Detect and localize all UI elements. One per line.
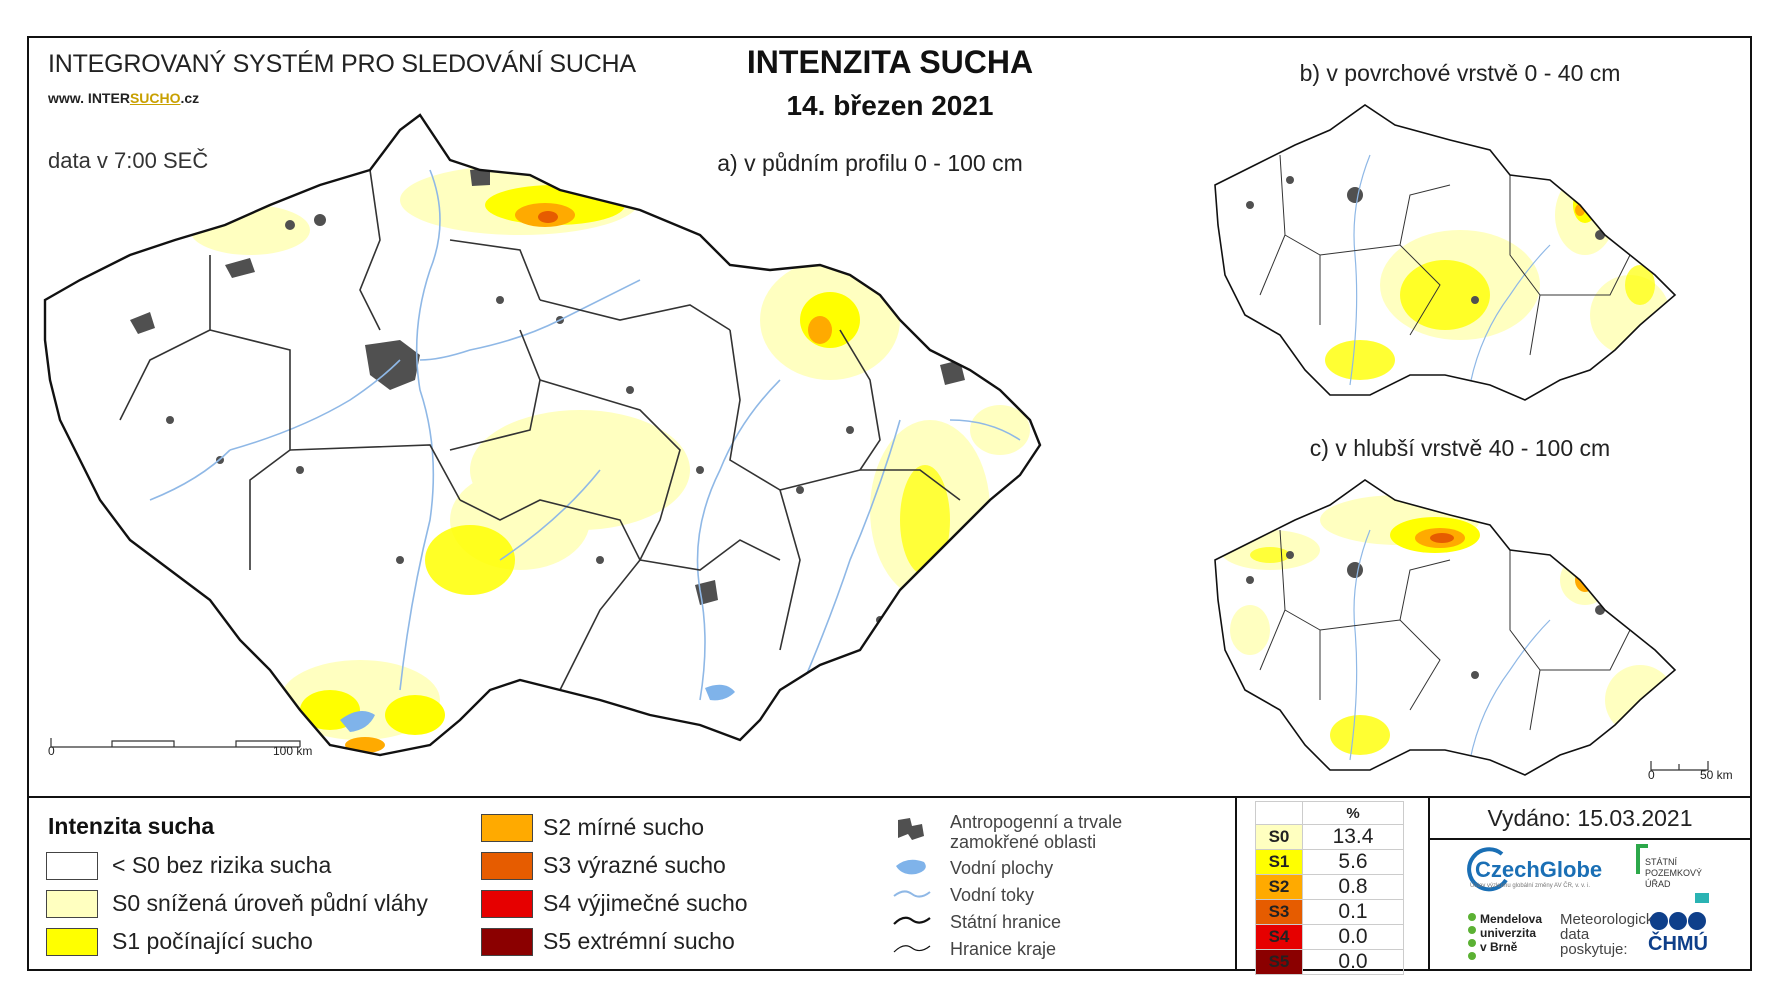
legend-swatch-s4	[481, 890, 533, 918]
percent-header: %	[1302, 801, 1404, 825]
region-borders	[119, 169, 961, 691]
logo-divider	[1430, 838, 1752, 840]
rivers	[149, 169, 1021, 701]
main-drought-map	[43, 113, 1042, 757]
spu-mark-icon	[1695, 893, 1709, 903]
issued-date: Vydáno: 15.03.2021	[1487, 805, 1693, 831]
mendelu-logo: Mendelova univerzita v Brně	[1480, 912, 1543, 954]
legend-swatch-s3	[481, 852, 533, 880]
legend-swatch-s0	[46, 890, 98, 918]
deep-map-subtitle: c) v hlubší vrstvě 40 - 100 cm	[1309, 435, 1611, 461]
river-icon	[893, 890, 931, 898]
small-scale-end: 50 km	[1700, 768, 1733, 782]
percent-header-blank	[1255, 801, 1303, 825]
legend-divider	[27, 796, 1752, 798]
spu-logo: STÁTNÍ POZEMKOVÝ ÚŘAD	[1645, 857, 1703, 889]
data-time: data v 7:00 SEČ	[48, 148, 209, 173]
percent-value-s5: 0.0	[1302, 949, 1404, 975]
legend-swatch-s5	[481, 928, 533, 956]
symbol-label-water: Vodní plochy	[950, 858, 1054, 878]
mendelu-dots-icon	[1468, 913, 1476, 960]
deep-layer-map	[1214, 479, 1677, 776]
map-frame	[27, 36, 1752, 971]
urban-area-icon	[898, 818, 924, 840]
lipno-reservoir	[340, 711, 375, 732]
meteo-data-label: Meteorologická data poskytuje:	[1560, 911, 1662, 958]
surface-map-subtitle: b) v povrchové vrstvě 0 - 40 cm	[1299, 60, 1621, 86]
symbol-label-urban: Antropogenní a trvale zamokřené oblasti	[950, 812, 1123, 852]
symbol-label-state-border: Státní hranice	[950, 912, 1062, 932]
percent-code-s3: S3	[1255, 899, 1303, 925]
state-border-icon	[893, 916, 931, 925]
spu-logo-icon	[1636, 844, 1648, 874]
percent-value-s3: 0.1	[1302, 899, 1404, 925]
czechglobe-logo-icon	[1467, 847, 1508, 892]
symbol-label-region-border: Hranice kraje	[950, 939, 1057, 959]
legend-swatch-s2	[481, 814, 533, 842]
percent-value-s2: 0.8	[1302, 874, 1404, 900]
percent-table: % S0 13.4 S1 5.6 S2 0.8 S3 0.1 S4 0.0 S5 0.0	[1255, 801, 1404, 975]
surface-layer-map	[1214, 104, 1677, 401]
state-border	[43, 113, 1042, 757]
website-link[interactable]: www. INTERSUCHO.cz	[48, 90, 200, 106]
main-scale-start: 0	[48, 744, 55, 758]
legend-label-s5: S5 extrémní sucho	[543, 928, 735, 954]
legend-label-s4: S4 výjimečné sucho	[543, 890, 748, 916]
organization-name: INTEGROVANÝ SYSTÉM PRO SLEDOVÁNÍ SUCHA	[48, 50, 636, 78]
percent-value-s0: 13.4	[1302, 824, 1404, 850]
small-scale-start: 0	[1648, 768, 1655, 782]
percent-code-s1: S1	[1255, 849, 1303, 875]
legend-label-s0: S0 snížená úroveň půdní vláhy	[112, 890, 428, 916]
main-scale-bar	[50, 735, 310, 748]
legend-label-none: < S0 bez rizika sucha	[112, 852, 332, 878]
symbol-legend-icons	[893, 818, 931, 953]
legend-swatch-none	[46, 852, 98, 880]
chmu-logo: ČHMÚ	[1648, 933, 1708, 955]
symbol-label-river: Vodní toky	[950, 885, 1035, 905]
legend-separator-2	[1428, 796, 1430, 971]
map-date: 14. březen 2021	[786, 90, 994, 121]
percent-value-s1: 5.6	[1302, 849, 1404, 875]
czechglobe-subtitle: Ústav výzkumu globální změny AV ČR, v. v…	[1470, 883, 1591, 889]
legend-label-s3: S3 výrazné sucho	[543, 852, 726, 878]
map-title: INTENZITA SUCHA	[746, 44, 1034, 80]
region-border-icon	[893, 945, 931, 953]
czechglobe-logo: CzechGlobe	[1475, 857, 1603, 882]
percent-code-s0: S0	[1255, 824, 1303, 850]
small-scale-bar	[1650, 758, 1710, 771]
chmu-logo-icon	[1650, 912, 1706, 930]
legend-separator-1	[1235, 796, 1237, 971]
percent-code-s2: S2	[1255, 874, 1303, 900]
percent-code-s5: S5	[1255, 949, 1303, 975]
main-map-subtitle: a) v půdním profilu 0 - 100 cm	[717, 150, 1023, 176]
water-body-icon	[896, 859, 926, 875]
percent-value-s4: 0.0	[1302, 924, 1404, 950]
nove-mlyny-reservoir	[705, 684, 735, 701]
main-scale-end: 100 km	[273, 744, 313, 758]
legend-label-s2: S2 mírné sucho	[543, 814, 705, 840]
percent-code-s4: S4	[1255, 924, 1303, 950]
legend-title: Intenzita sucha	[48, 813, 215, 839]
legend-swatch-s1	[46, 928, 98, 956]
legend-label-s1: S1 počínající sucho	[112, 928, 313, 954]
